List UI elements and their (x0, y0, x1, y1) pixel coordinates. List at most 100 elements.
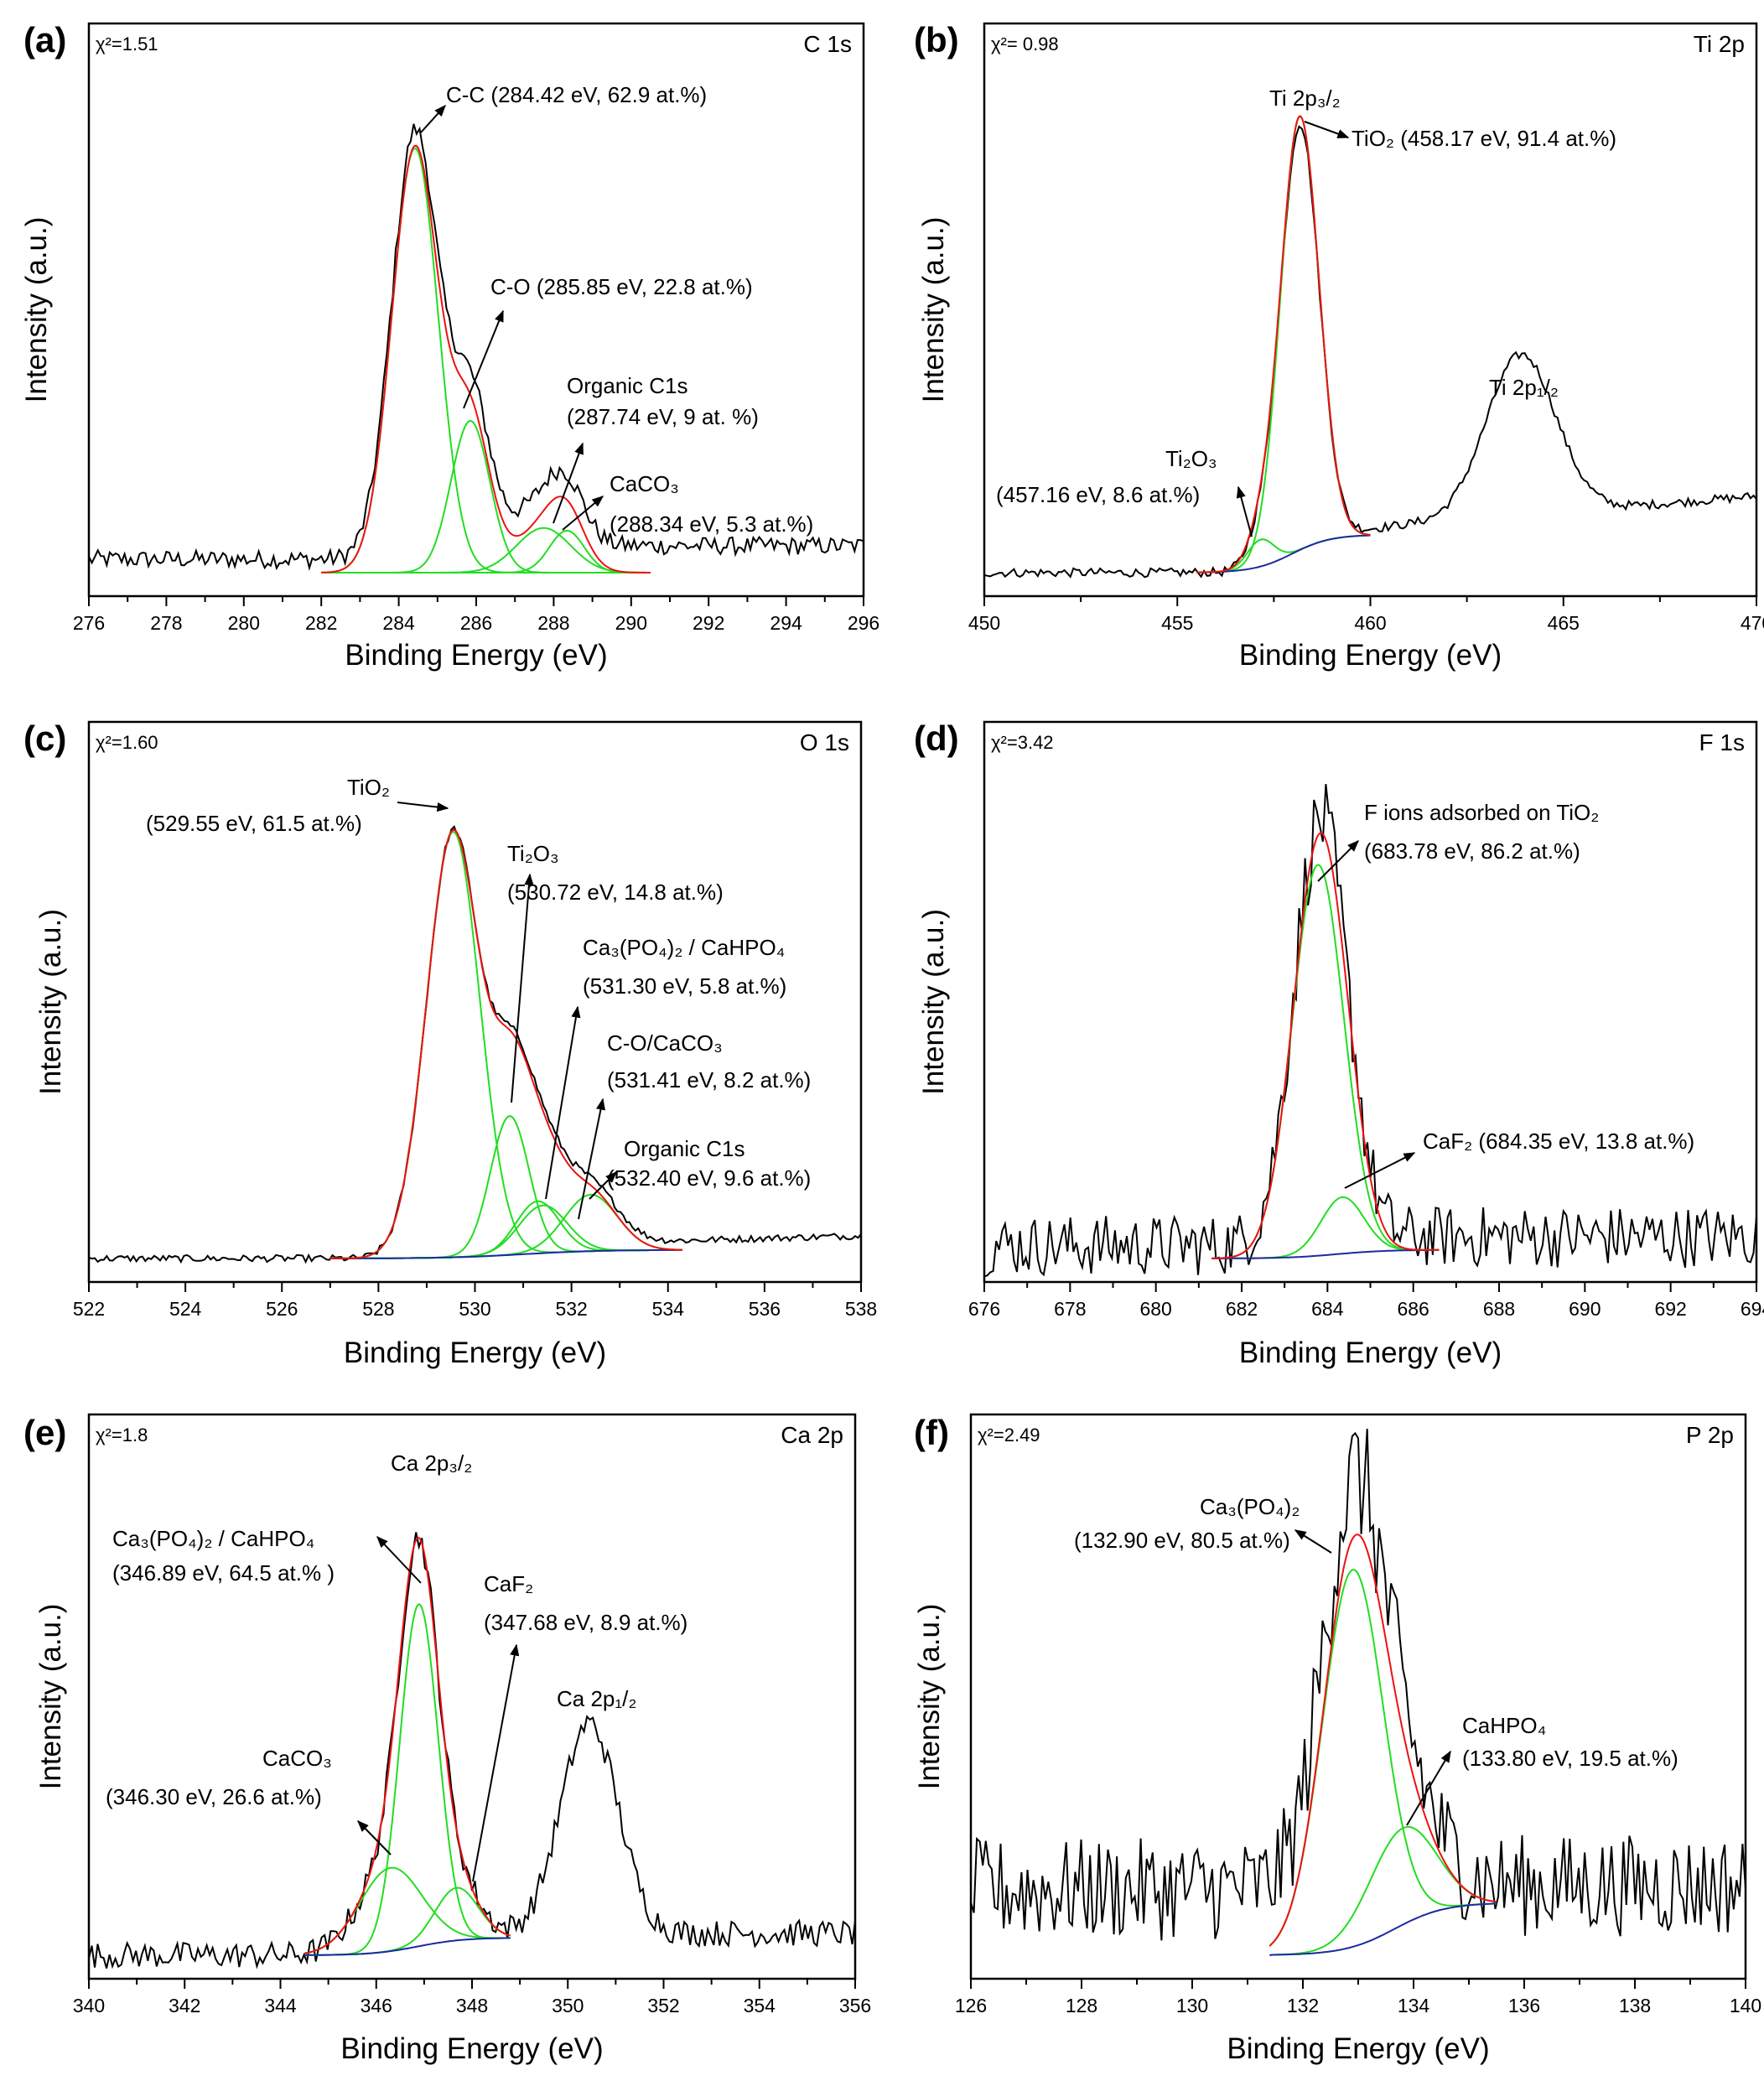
x-axis-title: Binding Energy (eV) (340, 2032, 603, 2065)
panel-label: (a) (23, 20, 66, 60)
x-tick-label: 294 (770, 612, 802, 634)
x-tick-label: 532 (555, 1298, 587, 1320)
x-tick-label: 455 (1161, 612, 1193, 634)
peak-annotation-text: (347.68 eV, 8.9 at.%) (484, 1610, 687, 1635)
x-axis-title: Binding Energy (eV) (1239, 1336, 1502, 1369)
peak-annotation-text: Organic C1s (567, 373, 688, 398)
peak-annotation-text: Ti₂O₃ (507, 841, 559, 866)
spectrum-region-title: O 1s (800, 729, 849, 755)
x-tick-label: 138 (1619, 1995, 1651, 2016)
x-tick-label: 356 (839, 1995, 871, 2016)
panel-a: 276 278 280 282 284 286 288 290 292 294 296 Binding… (20, 20, 879, 672)
x-tick-label: 686 (1397, 1298, 1429, 1320)
x-tick-label: 460 (1354, 612, 1386, 634)
background-line (1211, 1248, 1440, 1259)
chi-squared-label: χ²=1.60 (96, 732, 158, 753)
x-tick-label: 536 (749, 1298, 781, 1320)
annotation-arrow (1344, 1152, 1416, 1189)
peak-annotation-text: (133.80 eV, 19.5 at.%) (1462, 1746, 1678, 1771)
x-tick-label: 126 (955, 1995, 987, 2016)
plot-frame (87, 720, 863, 1284)
panel-label: (d) (914, 719, 959, 758)
annotation-arrow (553, 442, 584, 524)
peak-annotation-text: (530.72 eV, 14.8 at.%) (507, 880, 724, 905)
x-tick-label: 470 (1741, 612, 1764, 634)
x-tick-label: 128 (1066, 1995, 1097, 2016)
y-axis-title: Intensity (a.u.) (34, 1604, 67, 1790)
annotation-arrow (420, 104, 446, 133)
x-tick-label: 688 (1483, 1298, 1515, 1320)
x-tick-label: 296 (848, 612, 879, 634)
x-tick-label: 288 (537, 612, 569, 634)
annotation-arrow (397, 802, 449, 812)
x-tick-label: 694 (1741, 1298, 1764, 1320)
panel-f: 126 128 130 132 134 136 138 140 Binding Energy (… (913, 1413, 1761, 2065)
peak-annotation-text: CaF₂ (684.35 eV, 13.8 at.%) (1423, 1129, 1694, 1154)
annotation-arrow (1304, 121, 1350, 138)
peak-annotation-text: Ca₃(PO₄)₂ / CaHPO₄ (112, 1526, 314, 1551)
x-tick-label: 282 (305, 612, 337, 634)
x-tick-label: 524 (169, 1298, 202, 1320)
panel-label: (b) (914, 20, 959, 60)
chi-squared-label: χ²=2.49 (978, 1425, 1040, 1445)
x-tick-label: 350 (552, 1995, 584, 2016)
x-tick-label: 348 (456, 1995, 488, 2016)
x-tick-label: 692 (1654, 1298, 1686, 1320)
annotation-arrow (376, 1535, 422, 1584)
background-line (304, 1937, 511, 1956)
peak-annotation-text: C-O/CaCO₃ (607, 1030, 723, 1056)
y-axis-title: Intensity (a.u.) (20, 217, 53, 403)
spectrum-region-title: C 1s (803, 31, 852, 57)
raw-spectrum-line (88, 123, 864, 571)
component-peak-ti2o3 (1196, 534, 1371, 573)
x-tick-label: 522 (73, 1298, 105, 1320)
spectrum-region-title: F 1s (1699, 729, 1745, 755)
peak-annotation-text: (288.34 eV, 5.3 at.%) (610, 511, 813, 537)
x-tick-label: 130 (1176, 1995, 1208, 2016)
chi-squared-label: χ²=1.51 (96, 34, 158, 54)
peak-annotation-text: Ca₃(PO₄)₂ (1200, 1494, 1300, 1519)
annotation-arrow (578, 1098, 605, 1220)
x-tick-label: 534 (652, 1298, 685, 1320)
component-peak-c-c (321, 147, 651, 573)
annotation-arrow (357, 1819, 392, 1855)
panel-c: 522 524 526 528 530 532 534 536 538 Binding Energ… (23, 719, 877, 1369)
x-tick-label: 278 (150, 612, 182, 634)
peak-annotation-text: CaF₂ (484, 1571, 533, 1596)
plot-frame (969, 1413, 1747, 1980)
raw-spectrum-line (983, 125, 1757, 579)
annotation-arrow (472, 1643, 520, 1882)
x-tick-label: 346 (361, 1995, 392, 2016)
fit-envelope-line (329, 828, 682, 1259)
x-tick-label: 680 (1139, 1298, 1171, 1320)
x-tick-label: 528 (362, 1298, 394, 1320)
peak-annotation-text: CaCO₃ (262, 1746, 332, 1771)
peak-annotation-text: (457.16 eV, 8.6 at.%) (996, 482, 1200, 507)
x-tick-label: 140 (1730, 1995, 1761, 2016)
y-axis-title: Intensity (a.u.) (913, 1604, 946, 1790)
annotation-arrow (1406, 1750, 1451, 1826)
chi-squared-label: χ²=1.8 (96, 1425, 148, 1445)
spectrum-region-title: Ti 2p (1694, 31, 1745, 57)
fit-envelope-line (1211, 832, 1440, 1259)
annotation-arrow (1294, 1529, 1332, 1554)
x-axis-title: Binding Energy (eV) (1227, 2032, 1489, 2065)
background-line (1196, 534, 1371, 573)
y-axis-title: Intensity (a.u.) (34, 909, 67, 1095)
chi-squared-label: χ²=3.42 (991, 732, 1054, 753)
x-tick-label: 690 (1569, 1298, 1601, 1320)
peak-annotation-text: (683.78 eV, 86.2 at.%) (1364, 838, 1580, 864)
annotation-arrow (1317, 840, 1359, 882)
x-tick-label: 344 (264, 1995, 297, 2016)
x-tick-label: 132 (1287, 1995, 1319, 2016)
peak-annotation-text: C-O (285.85 eV, 22.8 at.%) (490, 274, 753, 299)
peak-annotation-text: (531.30 eV, 5.8 at.%) (583, 973, 786, 999)
annotation-arrow (1236, 485, 1253, 537)
peak-annotation-text: (529.55 eV, 61.5 at.%) (146, 811, 362, 836)
x-tick-label: 526 (266, 1298, 298, 1320)
panel-label: (c) (23, 719, 66, 758)
spectrum-region-title: P 2p (1686, 1422, 1734, 1448)
peak-annotation-text: (532.40 eV, 9.6 at.%) (607, 1165, 811, 1191)
peak-annotation-text: TiO₂ (458.17 eV, 91.4 at.%) (1352, 126, 1616, 151)
